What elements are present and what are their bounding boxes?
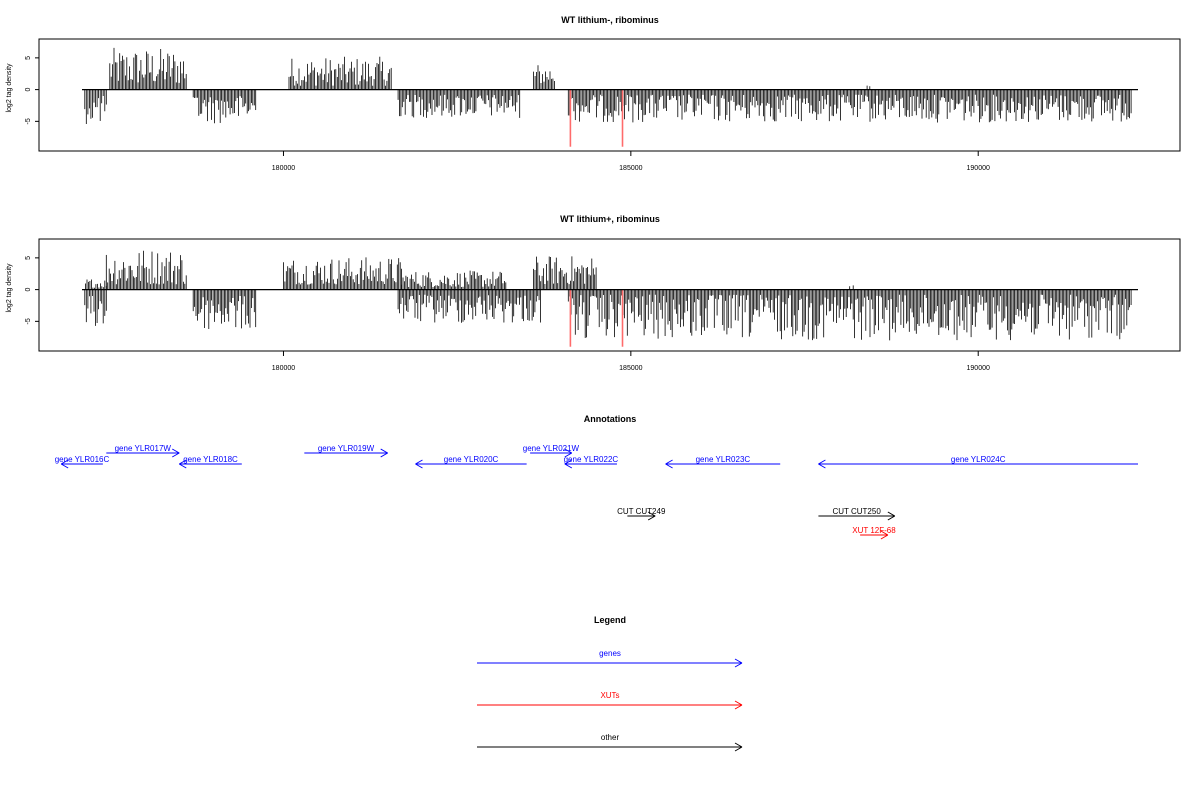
panel-title: WT lithium+, ribominus: [560, 214, 660, 224]
arrow-head: [647, 515, 656, 521]
arrow-head: [818, 459, 826, 465]
x-tick-label: 180000: [272, 165, 295, 172]
feature-label: gene YLR024C: [951, 455, 1006, 464]
plot-frame: [38, 38, 1181, 152]
feature-gene: gene YLR021W: [523, 444, 580, 458]
x-tick-label: 190000: [967, 365, 990, 372]
panel-title: WT lithium-, ribominus: [561, 15, 659, 25]
arrow-head: [415, 459, 423, 465]
y-tick-label: 0: [25, 88, 32, 92]
feature-other: CUT CUT249: [617, 507, 666, 521]
arrow-head: [734, 704, 743, 710]
arrow-head: [818, 463, 826, 469]
bar-series: [84, 250, 1132, 347]
arrow-head: [60, 459, 69, 465]
y-tick-label: -5: [25, 118, 32, 124]
arrow-head: [665, 463, 673, 469]
arrow-head: [172, 452, 180, 458]
annotations-title: Annotations: [584, 414, 637, 424]
y-tick-label: 0: [25, 288, 32, 292]
arrow-head: [734, 700, 743, 706]
legend-title: Legend: [594, 615, 626, 625]
x-tick-label: 180000: [272, 365, 295, 372]
bar-series: [84, 47, 1132, 147]
feature-gene: gene YLR022C: [564, 455, 619, 469]
y-axis-label: log2 tag density: [6, 263, 13, 313]
legend-entry: other: [477, 733, 743, 752]
arrow-head: [734, 658, 743, 664]
axes: -5 0 5 180000 185000 190000: [25, 56, 1138, 172]
arrow-head: [880, 534, 889, 540]
y-tick-label: 5: [25, 56, 32, 60]
feature-label: gene YLR020C: [444, 455, 499, 464]
feature-xut: XUT 12F-68: [852, 526, 896, 540]
arrow-head: [564, 463, 573, 469]
legend-label: other: [601, 733, 620, 742]
arrow-head: [380, 448, 388, 454]
arrow-head: [380, 452, 388, 458]
feature-gene: gene YLR017W: [106, 444, 180, 458]
x-tick-label: 185000: [619, 165, 642, 172]
y-tick-label: -5: [25, 318, 32, 324]
feature-label: gene YLR016C: [55, 455, 110, 464]
arrow-head: [179, 459, 187, 465]
axes: -5 0 5 180000 185000 190000: [25, 256, 1138, 372]
arrow-head: [887, 511, 896, 517]
legend-entries: genes XUTs other: [477, 649, 743, 752]
arrow-head: [734, 742, 743, 748]
arrow-head: [665, 459, 673, 465]
feature-gene: gene YLR016C: [55, 455, 110, 469]
x-tick-label: 190000: [967, 165, 990, 172]
arrow-head: [172, 448, 180, 454]
legend-label: XUTs: [600, 691, 619, 700]
arrow-head: [179, 463, 187, 469]
panel-lithium-plus: WT lithium+, ribominus log2 tag density …: [6, 214, 1181, 372]
arrow-head: [734, 662, 743, 668]
feature-label: gene YLR023C: [696, 455, 751, 464]
legend-entry: genes: [477, 649, 743, 668]
x-tick-label: 185000: [619, 365, 642, 372]
feature-label: gene YLR022C: [564, 455, 619, 464]
legend-label: genes: [599, 649, 621, 658]
arrow-head: [647, 511, 656, 517]
panel-lithium-minus: WT lithium-, ribominus log2 tag density …: [6, 15, 1181, 172]
arrow-head: [564, 452, 573, 458]
arrow-head: [887, 515, 896, 521]
arrow-head: [880, 530, 889, 536]
arrow-head: [415, 463, 423, 469]
feature-gene: gene YLR019W: [304, 444, 388, 458]
feature-label: CUT CUT249: [617, 507, 666, 516]
feature-gene: gene YLR024C: [818, 455, 1138, 469]
feature-label: gene YLR018C: [183, 455, 238, 464]
arrow-head: [734, 746, 743, 752]
legend-entry: XUTs: [477, 691, 743, 710]
feature-gene: gene YLR020C: [415, 455, 527, 469]
feature-label: gene YLR019W: [318, 444, 375, 453]
feature-label: gene YLR017W: [115, 444, 172, 453]
feature-other: CUT CUT250: [818, 507, 896, 521]
feature-label: CUT CUT250: [832, 507, 881, 516]
arrow-head: [60, 463, 69, 469]
y-tick-label: 5: [25, 256, 32, 260]
feature-label: gene YLR021W: [523, 444, 580, 453]
arrow-head: [564, 459, 573, 465]
feature-label: XUT 12F-68: [852, 526, 896, 535]
feature-list: gene YLR016C gene YLR017W gene YLR018C gene…: [55, 444, 1138, 540]
plot-frame: [38, 238, 1181, 352]
y-axis-label: log2 tag density: [6, 63, 13, 113]
legend: Legend genes XUTs other: [477, 615, 743, 752]
feature-gene: gene YLR023C: [665, 455, 781, 469]
arrow-head: [564, 448, 573, 454]
feature-gene: gene YLR018C: [179, 455, 242, 469]
